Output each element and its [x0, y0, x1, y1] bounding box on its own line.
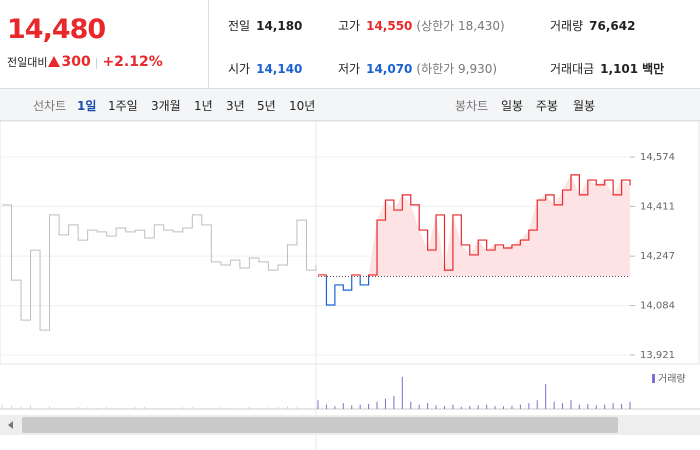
- tab[interactable]: 일봉: [501, 99, 524, 113]
- tab[interactable]: 주봉: [536, 99, 559, 113]
- tab[interactable]: 3년: [226, 99, 245, 113]
- change-value: 300: [61, 54, 91, 70]
- stat-value: 14,550: [366, 19, 413, 33]
- stat: 시가 14,140: [228, 60, 302, 77]
- stat-label: 고가: [338, 19, 361, 33]
- stat-value: 76,642: [589, 19, 636, 33]
- area: [318, 174, 630, 277]
- stat-value: 14,140: [256, 62, 303, 76]
- tab[interactable]: 10년: [289, 99, 316, 113]
- y-tick-label: 14,411: [640, 201, 675, 212]
- stat: 전일 14,180: [228, 17, 302, 34]
- stat-label: 전일: [228, 19, 251, 33]
- chart: 13,921 14,084 14,247 14,411 14,574 거래량: [0, 121, 700, 450]
- y-tick-label: 14,084: [640, 301, 675, 312]
- change-pct: +2.12%: [102, 54, 163, 70]
- price-box: 14,480 전일대비 300 | +2.12%: [0, 0, 209, 88]
- stat-label: 시가: [228, 62, 251, 76]
- stat-value: 1,101: [600, 62, 639, 76]
- tab[interactable]: 월봉: [573, 99, 596, 113]
- stat-label: 저가: [338, 62, 361, 76]
- scroll-arrow: [8, 421, 13, 429]
- price: 14,480: [7, 14, 106, 45]
- stat-label: 거래대금: [550, 62, 595, 76]
- change: 전일대비 300 | +2.12%: [7, 54, 163, 70]
- legend-label: 거래량: [658, 373, 686, 385]
- up-icon: [48, 56, 61, 67]
- divider: |: [94, 56, 99, 69]
- stat-label: 거래량: [550, 19, 584, 33]
- tab-label: 선차트: [33, 99, 67, 113]
- stat-unit: 백만: [642, 62, 665, 76]
- line: [2, 204, 317, 331]
- stat: 거래대금 1,101 백만: [550, 60, 664, 77]
- header: 14,480 전일대비 300 | +2.12% 전일 14,180 고가 14,550(…: [0, 0, 700, 89]
- y-tick-label: 13,921: [640, 350, 675, 361]
- tab-bar: 선차트 1일 1주일 3개월 1년 3년 5년 10년 봉차트 일봉 주봉 월봉: [0, 89, 700, 121]
- y-tick-label: 14,247: [640, 251, 675, 262]
- y-tick-label: 14,574: [640, 152, 675, 163]
- tab[interactable]: 1년: [194, 99, 213, 113]
- legend-swatch: [652, 374, 655, 383]
- tab[interactable]: 1일: [77, 99, 97, 113]
- plot-frame: [0, 121, 700, 365]
- tab[interactable]: 1주일: [108, 99, 138, 113]
- stat: 저가 14,070 (하한가 9,930): [338, 60, 497, 77]
- tab[interactable]: 3개월: [151, 99, 181, 113]
- stat: 고가 14,550 (상한가 18,430): [338, 17, 505, 34]
- tab[interactable]: 5년: [257, 99, 276, 113]
- stat-note: (상한가 18,430): [416, 19, 505, 33]
- tab-label: 봉차트: [455, 99, 489, 113]
- change-label: 전일대비: [7, 56, 48, 69]
- stat: 거래량 76,642: [550, 17, 635, 34]
- stat-value: 14,180: [256, 19, 303, 33]
- line: [318, 174, 631, 306]
- stat-value: 14,070: [366, 62, 413, 76]
- scroll-thumb[interactable]: [22, 417, 618, 433]
- stat-note: (하한가 9,930): [416, 62, 498, 76]
